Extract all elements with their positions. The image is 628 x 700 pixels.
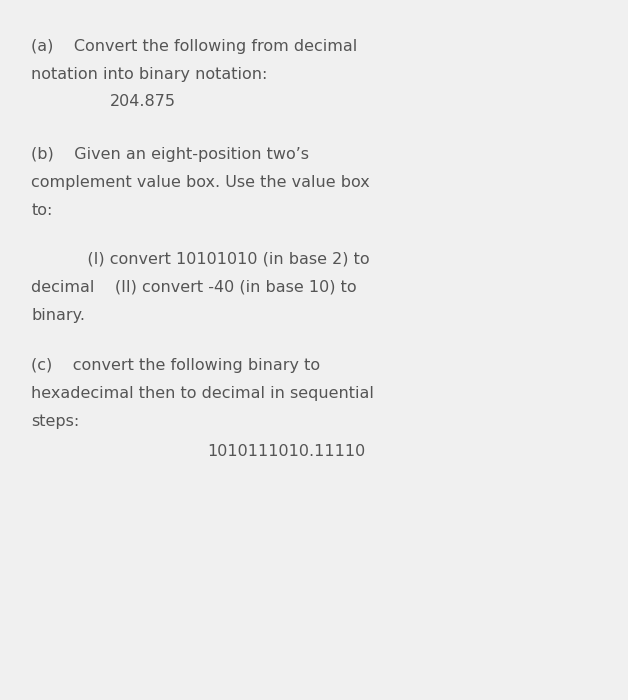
Text: to:: to: bbox=[31, 203, 53, 218]
Text: (c)    convert the following binary to: (c) convert the following binary to bbox=[31, 358, 320, 373]
Text: binary.: binary. bbox=[31, 308, 85, 323]
Text: 1010111010.11110: 1010111010.11110 bbox=[207, 444, 365, 459]
Text: (a)    Convert the following from decimal: (a) Convert the following from decimal bbox=[31, 38, 358, 53]
Text: hexadecimal then to decimal in sequential: hexadecimal then to decimal in sequentia… bbox=[31, 386, 374, 401]
Text: complement value box. Use the value box: complement value box. Use the value box bbox=[31, 175, 370, 190]
Text: (b)    Given an eight-position two’s: (b) Given an eight-position two’s bbox=[31, 147, 310, 162]
Text: steps:: steps: bbox=[31, 414, 80, 429]
Text: 204.875: 204.875 bbox=[110, 94, 176, 109]
Text: (I) convert 10101010 (in base 2) to: (I) convert 10101010 (in base 2) to bbox=[31, 252, 370, 267]
Text: notation into binary notation:: notation into binary notation: bbox=[31, 66, 268, 81]
Text: decimal    (II) convert -40 (in base 10) to: decimal (II) convert -40 (in base 10) to bbox=[31, 280, 357, 295]
